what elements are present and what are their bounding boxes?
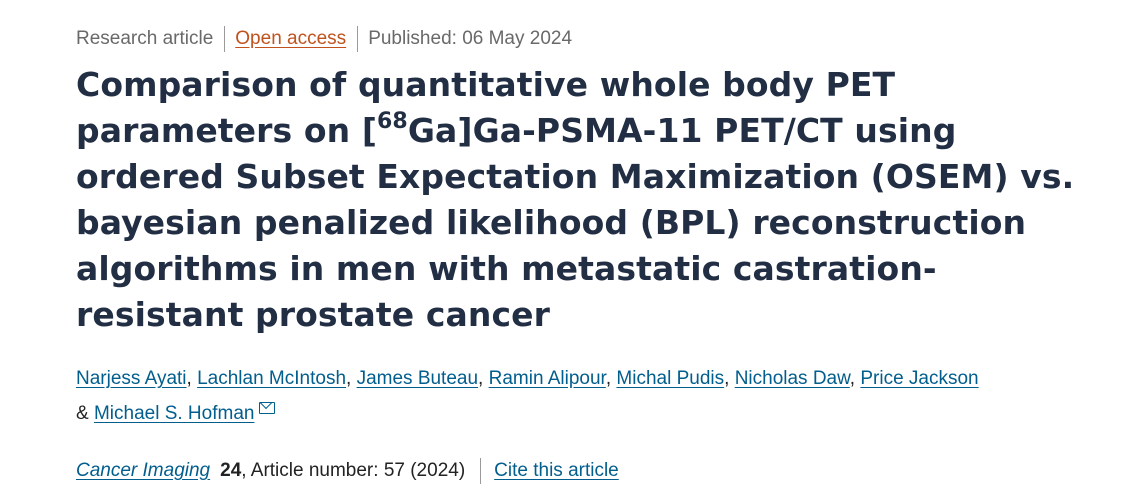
author-separator: , xyxy=(724,368,735,389)
mail-icon[interactable] xyxy=(259,402,276,414)
author-link[interactable]: Lachlan McIntosh xyxy=(197,368,347,389)
author-separator: , xyxy=(478,368,489,389)
author-list: Narjess Ayati, Lachlan McIntosh, James B… xyxy=(76,361,996,431)
author-link[interactable]: Price Jackson xyxy=(860,368,979,389)
meta-divider xyxy=(357,26,359,52)
author-separator: , xyxy=(849,368,861,389)
citation-divider xyxy=(480,458,482,484)
author-link[interactable]: James Buteau xyxy=(356,368,479,389)
author-link[interactable]: Michael S. Hofman xyxy=(93,403,255,424)
title-text-end: Ga]Ga-PSMA-11 PET/CT using ordered Subse… xyxy=(76,111,1075,334)
open-access-link[interactable]: Open access xyxy=(235,28,347,49)
author-link[interactable]: Michal Pudis xyxy=(616,368,725,389)
author-separator: & xyxy=(76,403,94,424)
article-title: Comparison of quantitative whole body PE… xyxy=(76,62,1076,338)
author-separator: , xyxy=(346,368,357,389)
author-link[interactable]: Ramin Alipour xyxy=(488,368,606,389)
title-superscript: 68 xyxy=(377,109,408,134)
journal-link[interactable]: Cancer Imaging xyxy=(76,460,211,481)
author-link[interactable]: Narjess Ayati xyxy=(76,368,187,389)
citation-row: Cancer Imaging 24 , Article number: 57 (… xyxy=(76,456,1143,486)
author-separator: , xyxy=(605,368,617,389)
cite-this-article-link[interactable]: Cite this article xyxy=(494,460,619,481)
article-number: , Article number: 57 (2024) xyxy=(241,460,466,481)
title-text-start: Comparison of quantitative whole body PE… xyxy=(76,65,896,150)
article-type: Research article xyxy=(76,28,214,49)
author-link[interactable]: Nicholas Daw xyxy=(734,368,850,389)
meta-divider xyxy=(224,26,226,52)
author-separator: , xyxy=(186,368,198,389)
journal-volume: 24 xyxy=(220,460,242,481)
published-date: Published: 06 May 2024 xyxy=(368,28,573,49)
article-meta: Research article Open access Published: … xyxy=(76,24,1143,54)
